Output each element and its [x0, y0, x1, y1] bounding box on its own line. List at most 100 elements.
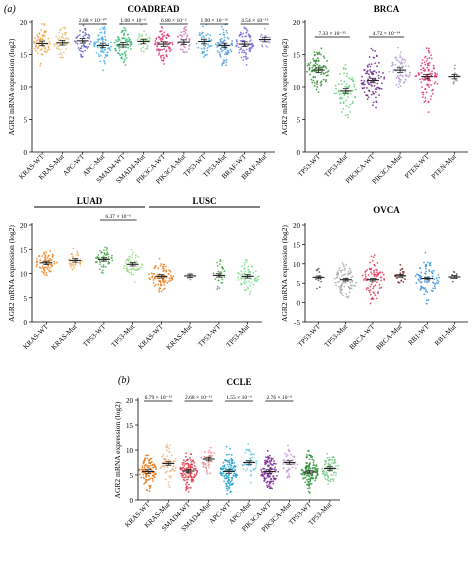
- data-point: [338, 280, 340, 283]
- data-point: [363, 83, 366, 86]
- data-point: [341, 97, 344, 100]
- data-point: [388, 70, 391, 73]
- data-point: [371, 72, 374, 75]
- data-point: [307, 478, 310, 481]
- data-point: [330, 461, 333, 464]
- data-point: [422, 91, 425, 94]
- data-point: [186, 481, 189, 484]
- data-point: [270, 463, 273, 466]
- data-point: [193, 461, 196, 464]
- data-point: [422, 67, 425, 69]
- data-point: [135, 261, 138, 264]
- data-point: [147, 474, 150, 477]
- data-point: [349, 92, 352, 95]
- data-point: [225, 482, 227, 485]
- data-point: [48, 269, 51, 272]
- data-point: [379, 276, 382, 279]
- data-point: [43, 31, 46, 34]
- data-point: [168, 50, 171, 53]
- data-point: [343, 273, 346, 276]
- data-point: [424, 63, 427, 66]
- data-point: [131, 254, 134, 256]
- data-point: [249, 469, 252, 472]
- data-point: [323, 475, 326, 478]
- data-point: [264, 35, 267, 37]
- data-point: [204, 45, 207, 47]
- data-point: [53, 262, 56, 265]
- data-point: [326, 71, 329, 73]
- data-point: [209, 34, 212, 37]
- data-point: [425, 47, 428, 50]
- data-point: [310, 482, 313, 485]
- data-point: [224, 48, 227, 51]
- data-point: [72, 247, 75, 250]
- data-point: [226, 460, 229, 463]
- comparison-label: 2.68 × 10⁻¹⁰: [79, 17, 108, 24]
- data-point: [59, 29, 62, 32]
- data-point: [167, 484, 170, 486]
- x-tick-label: BRCA-WT: [348, 322, 377, 351]
- data-point: [202, 25, 205, 28]
- data-point: [220, 474, 223, 476]
- data-point: [336, 275, 339, 277]
- data-point: [240, 33, 243, 36]
- data-point: [155, 49, 158, 51]
- data-point: [232, 467, 234, 469]
- data-point: [227, 465, 230, 468]
- data-point: [341, 274, 343, 277]
- data-point: [308, 483, 310, 486]
- data-point: [146, 489, 149, 492]
- data-point: [148, 36, 150, 39]
- data-point: [244, 259, 247, 261]
- data-point: [146, 479, 149, 482]
- data-point: [381, 271, 384, 274]
- data-point: [74, 41, 77, 44]
- data-point: [60, 56, 63, 59]
- comparison-label: 4.54 × 10⁻¹³: [241, 18, 269, 24]
- data-point: [353, 85, 356, 88]
- data-point: [172, 275, 175, 278]
- data-point: [376, 281, 378, 284]
- data-point: [334, 281, 337, 284]
- data-point: [159, 48, 162, 51]
- data-point: [244, 270, 246, 273]
- data-point: [243, 50, 246, 52]
- data-point: [344, 64, 347, 66]
- data-point: [37, 255, 40, 258]
- data-point: [129, 268, 131, 271]
- data-point: [165, 54, 168, 57]
- data-point: [418, 274, 421, 277]
- data-point: [398, 60, 400, 63]
- data-point: [263, 480, 265, 482]
- data-point: [62, 51, 65, 54]
- data-point: [399, 56, 402, 58]
- data-point: [161, 455, 164, 458]
- data-point: [422, 73, 425, 76]
- data-point: [372, 70, 375, 73]
- data-point: [420, 64, 422, 67]
- data-point: [263, 476, 266, 479]
- data-point: [166, 282, 169, 284]
- data-point: [167, 280, 170, 283]
- data-point: [174, 467, 177, 469]
- data-point: [368, 75, 371, 78]
- data-point: [146, 47, 149, 50]
- data-point: [407, 65, 410, 68]
- data-point: [367, 81, 369, 84]
- data-point: [436, 73, 439, 75]
- x-tick-label: KRAS-Mut: [50, 323, 79, 352]
- data-point: [343, 269, 346, 272]
- data-point: [372, 104, 374, 106]
- data-point: [227, 487, 230, 490]
- data-point: [221, 278, 224, 281]
- data-point: [64, 33, 67, 36]
- data-point: [226, 489, 229, 492]
- data-point: [369, 65, 372, 68]
- comparison-label: 4.72 × 10⁻¹⁴: [373, 31, 401, 37]
- data-point: [310, 477, 313, 480]
- data-point: [85, 33, 88, 36]
- data-point: [418, 279, 421, 282]
- data-point: [419, 78, 421, 81]
- data-point: [307, 474, 310, 477]
- data-point: [375, 88, 378, 91]
